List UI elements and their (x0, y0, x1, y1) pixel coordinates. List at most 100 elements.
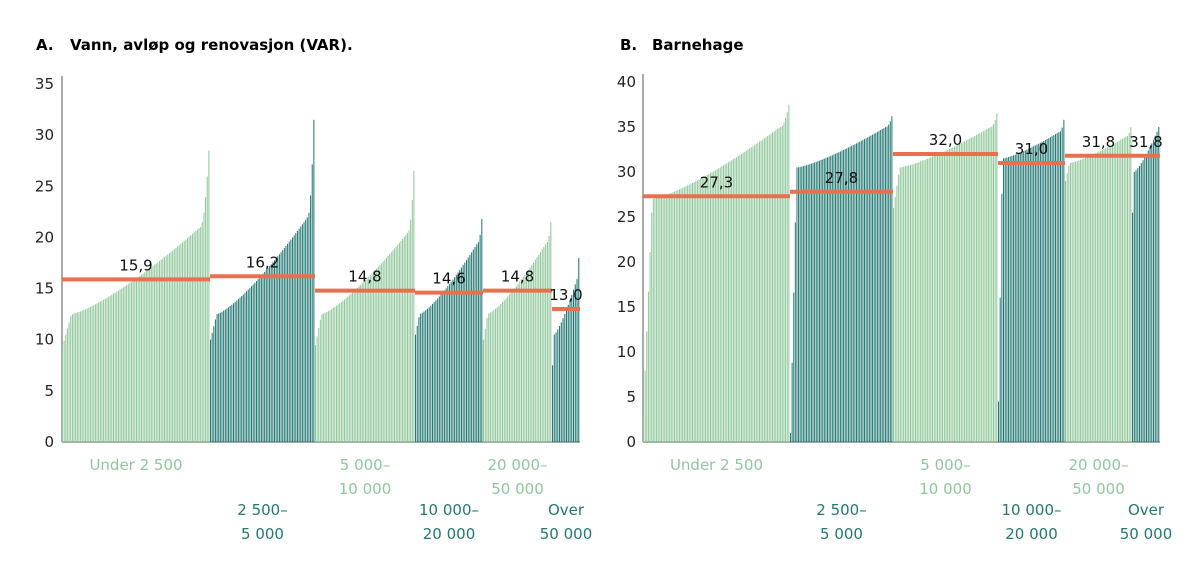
bar (758, 141, 760, 442)
bar (137, 277, 139, 442)
bar (564, 313, 566, 442)
bar (955, 145, 957, 442)
bar (657, 197, 659, 442)
bar (793, 292, 795, 442)
bar (213, 326, 215, 442)
bar (841, 150, 843, 443)
bar (745, 150, 747, 442)
bar (665, 194, 667, 442)
bar (311, 164, 313, 442)
bar (576, 278, 578, 442)
y-tick-label: 30 (35, 126, 54, 144)
bar (744, 151, 746, 443)
bar (385, 257, 387, 442)
bar (358, 286, 360, 442)
bar (257, 279, 259, 442)
bar (967, 139, 969, 442)
bar (539, 252, 541, 442)
bar (881, 129, 883, 442)
mean-data-label: 27,8 (825, 169, 858, 187)
bar (734, 158, 736, 442)
group-label: 20 000– (1069, 456, 1129, 474)
mean-data-label: 27,3 (700, 173, 733, 191)
bar (381, 263, 383, 442)
bar (839, 151, 841, 442)
bar (1043, 140, 1045, 442)
group-label: 50 000 (1120, 525, 1173, 543)
bar (860, 140, 862, 442)
bar (965, 140, 967, 442)
bar (736, 157, 738, 442)
bar (908, 165, 910, 443)
bar (550, 222, 552, 442)
bar (765, 137, 767, 443)
bar (1004, 157, 1006, 442)
bar (1088, 156, 1090, 443)
bar (101, 300, 103, 442)
bar (1014, 154, 1016, 442)
bar (449, 283, 451, 442)
bar (292, 237, 294, 442)
bar (190, 235, 192, 442)
bar (216, 314, 218, 442)
bar (785, 118, 787, 442)
bar (1125, 136, 1127, 443)
group-label: 5 000– (340, 456, 390, 474)
bar (651, 212, 653, 442)
bar (440, 294, 442, 442)
bar (193, 232, 195, 442)
bar (377, 266, 379, 442)
bar (277, 256, 279, 442)
bar (854, 144, 856, 442)
bar (260, 275, 262, 442)
bar (259, 277, 261, 442)
bar (804, 165, 806, 442)
bar (1036, 144, 1038, 443)
bar (116, 291, 118, 442)
bar (786, 112, 788, 442)
bar (999, 297, 1001, 442)
bar (987, 128, 989, 442)
bar (552, 365, 554, 442)
bar (232, 303, 234, 442)
bar (1013, 155, 1015, 443)
mean-data-label: 14,8 (501, 268, 534, 286)
bar (1132, 212, 1134, 442)
bar (838, 152, 840, 442)
bar (489, 312, 491, 442)
bar (155, 263, 157, 442)
bar (757, 142, 759, 442)
bar (989, 127, 991, 442)
bar (376, 268, 378, 442)
bar (503, 300, 505, 442)
y-tick-label: 10 (35, 331, 54, 349)
bar (780, 126, 782, 442)
bar (529, 267, 531, 442)
bar (186, 238, 188, 442)
bar (962, 142, 964, 443)
bar (398, 242, 400, 442)
bar (397, 244, 399, 442)
bar (249, 287, 251, 442)
bar (996, 113, 998, 442)
bar (119, 289, 121, 442)
bar (1085, 157, 1087, 443)
bar (1111, 144, 1113, 442)
bar (1044, 140, 1046, 442)
bar (1121, 138, 1123, 442)
bar (812, 163, 814, 442)
bar (953, 146, 956, 443)
bar (948, 149, 950, 442)
bar (1142, 160, 1144, 443)
bar (947, 149, 949, 442)
bar (762, 139, 764, 442)
bar (1026, 149, 1028, 442)
bar-group (893, 113, 998, 443)
bar (395, 246, 397, 442)
bar (1051, 136, 1053, 443)
group-label: Under 2 500 (670, 456, 763, 474)
bar (1120, 139, 1122, 442)
panel-b-title: Barnehage (652, 36, 744, 54)
bar (682, 187, 684, 442)
y-tick-label: 0 (44, 433, 54, 451)
